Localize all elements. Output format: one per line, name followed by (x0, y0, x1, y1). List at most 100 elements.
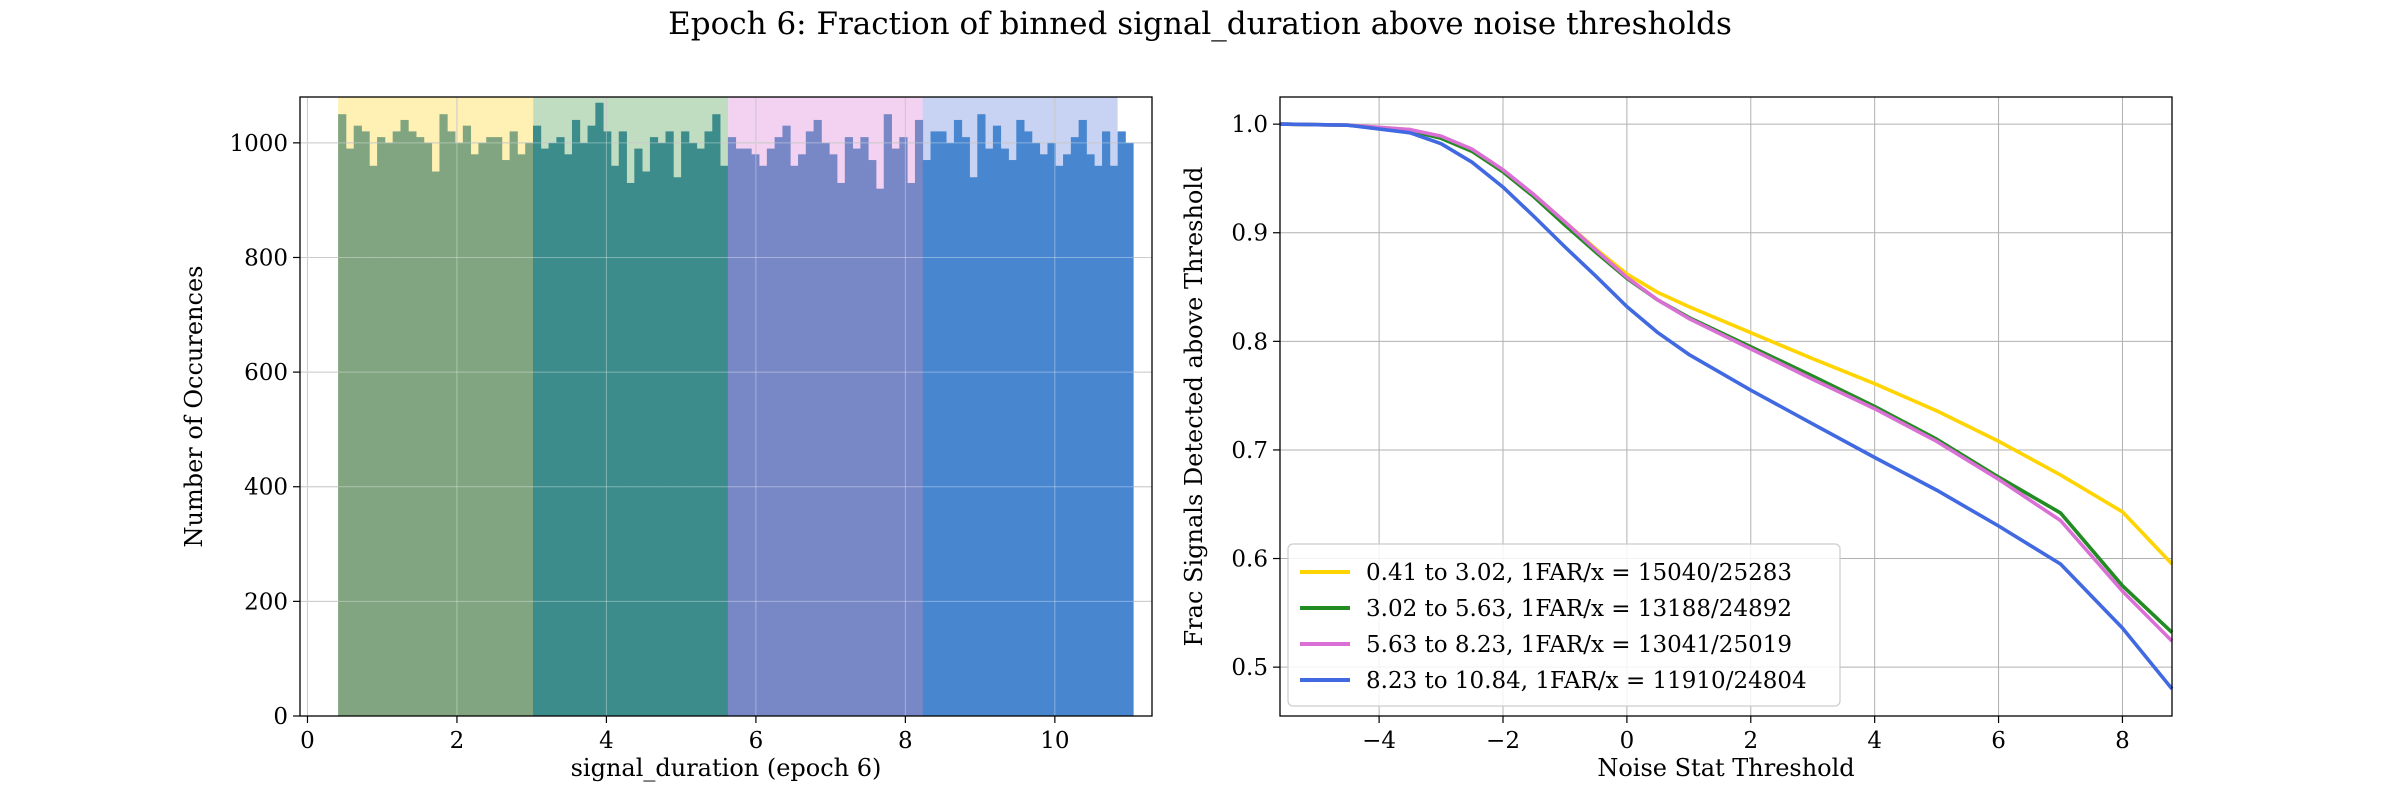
histogram-bar (400, 119, 409, 717)
x-tick-label: 8 (2115, 728, 2130, 754)
histogram-bar (501, 160, 511, 717)
x-axis-label: signal_duration (epoch 6) (571, 754, 882, 782)
histogram-bar (727, 137, 737, 717)
y-axis-label: Frac Signals Detected above Threshold (1180, 167, 1208, 647)
histogram-bar (985, 148, 994, 717)
histogram-bar (470, 154, 479, 716)
histogram-bar (517, 154, 526, 716)
y-tick-label: 0.9 (1231, 221, 1268, 247)
y-tick-label: 400 (244, 475, 288, 501)
histogram-bar (423, 142, 433, 716)
histogram-bar (922, 160, 931, 717)
y-tick-label: 1.0 (1231, 112, 1268, 138)
histogram-bar (712, 114, 721, 716)
plot-frame (299, 96, 1153, 717)
histogram-bar (852, 148, 861, 717)
x-tick-label: −4 (1362, 728, 1396, 754)
histogram-bar (860, 137, 869, 717)
histogram-bar (587, 125, 596, 716)
histogram-bar (548, 142, 557, 716)
y-tick-label: 0.7 (1231, 438, 1268, 464)
x-tick-label: 0 (300, 728, 315, 754)
x-tick-label: 6 (1991, 728, 2006, 754)
histogram-bar (1047, 142, 1056, 716)
histogram-bar (392, 131, 401, 716)
histogram-bar (345, 148, 355, 717)
histogram-bar (610, 165, 620, 716)
histogram-bar (665, 131, 674, 716)
histogram-bar (338, 114, 347, 716)
histogram-bar (1000, 148, 1009, 717)
histogram-bar (564, 154, 573, 716)
histogram-bar (361, 131, 370, 716)
histogram-bar (805, 131, 815, 716)
histogram-bar (914, 119, 924, 717)
legend-entry: 0.41 to 3.02, 1FAR/x = 15040/25283 (1366, 560, 1792, 586)
histogram-bar (961, 137, 970, 717)
histogram-bar (478, 142, 487, 716)
x-axis-label: Noise Stat Threshold (1597, 754, 1854, 782)
histogram-bar (1024, 131, 1033, 716)
histogram-bar (813, 119, 822, 717)
x-tick-label: 0 (1620, 728, 1635, 754)
histogram-bar (1125, 142, 1134, 716)
y-axis-label: Number of Occurences (180, 266, 208, 548)
histogram-bar (642, 171, 651, 716)
plot-frame (1279, 96, 2173, 717)
histogram-bar (782, 125, 791, 716)
histogram-bar (439, 114, 448, 716)
histogram-bar (743, 148, 752, 717)
histogram-bar (891, 148, 900, 717)
y-tick-label: 200 (244, 589, 288, 615)
histogram-bar (1008, 160, 1017, 717)
legend-entry: 3.02 to 5.63, 1FAR/x = 13188/24892 (1366, 596, 1792, 622)
histogram-bar (384, 142, 394, 716)
histogram-bar (953, 119, 963, 717)
histogram-bar (1102, 131, 1111, 716)
histogram-bar (486, 137, 495, 717)
x-tick-label: 4 (599, 728, 614, 754)
histogram-bar (540, 148, 549, 717)
histogram-bar (798, 154, 807, 716)
histogram-bar (930, 131, 939, 716)
histogram-bar (657, 142, 666, 716)
histogram-bar (579, 142, 588, 716)
histogram-bar (735, 148, 744, 717)
histogram-bar (969, 177, 978, 717)
histogram-panel: 0 2 4 6 8 10 0 200 400 600 800 1000 signal_duration … (180, 96, 1153, 782)
y-tick-label: 0.8 (1231, 329, 1268, 355)
histogram-bar (1063, 154, 1072, 716)
histogram-bar (720, 165, 729, 716)
histogram-bar (571, 119, 581, 717)
x-tick-label: 6 (749, 728, 764, 754)
histogram-bar (634, 148, 643, 717)
histogram-bar (353, 125, 362, 716)
histogram-bar (595, 102, 604, 716)
histogram-bar (844, 137, 853, 717)
y-tick-label: 0.6 (1231, 547, 1268, 573)
histogram-bar (369, 165, 378, 716)
histogram-bar (688, 142, 698, 716)
histogram-bar (532, 125, 542, 716)
histogram-bar (766, 148, 776, 717)
histogram-bar (1039, 154, 1048, 716)
histogram-bar (494, 137, 503, 717)
histogram-bar (868, 160, 877, 717)
histogram-bar (1086, 154, 1095, 716)
histogram-bar (525, 142, 534, 716)
x-tick-label: 8 (898, 728, 913, 754)
histogram-bar (377, 137, 386, 717)
histogram-bar (447, 131, 456, 716)
histogram-bar (704, 131, 713, 716)
legend-entry: 5.63 to 8.23, 1FAR/x = 13041/25019 (1366, 632, 1792, 658)
histogram-bar (751, 154, 760, 716)
histogram-bar (821, 142, 830, 716)
histogram-bar (1055, 165, 1064, 716)
histogram-bar (462, 125, 472, 716)
x-tick-label: 4 (1867, 728, 1882, 754)
histogram-bar (416, 137, 425, 717)
histogram-bar (509, 131, 518, 716)
histogram-bar (673, 177, 682, 717)
figure-title: Epoch 6: Fraction of binned signal_durat… (668, 6, 1732, 42)
